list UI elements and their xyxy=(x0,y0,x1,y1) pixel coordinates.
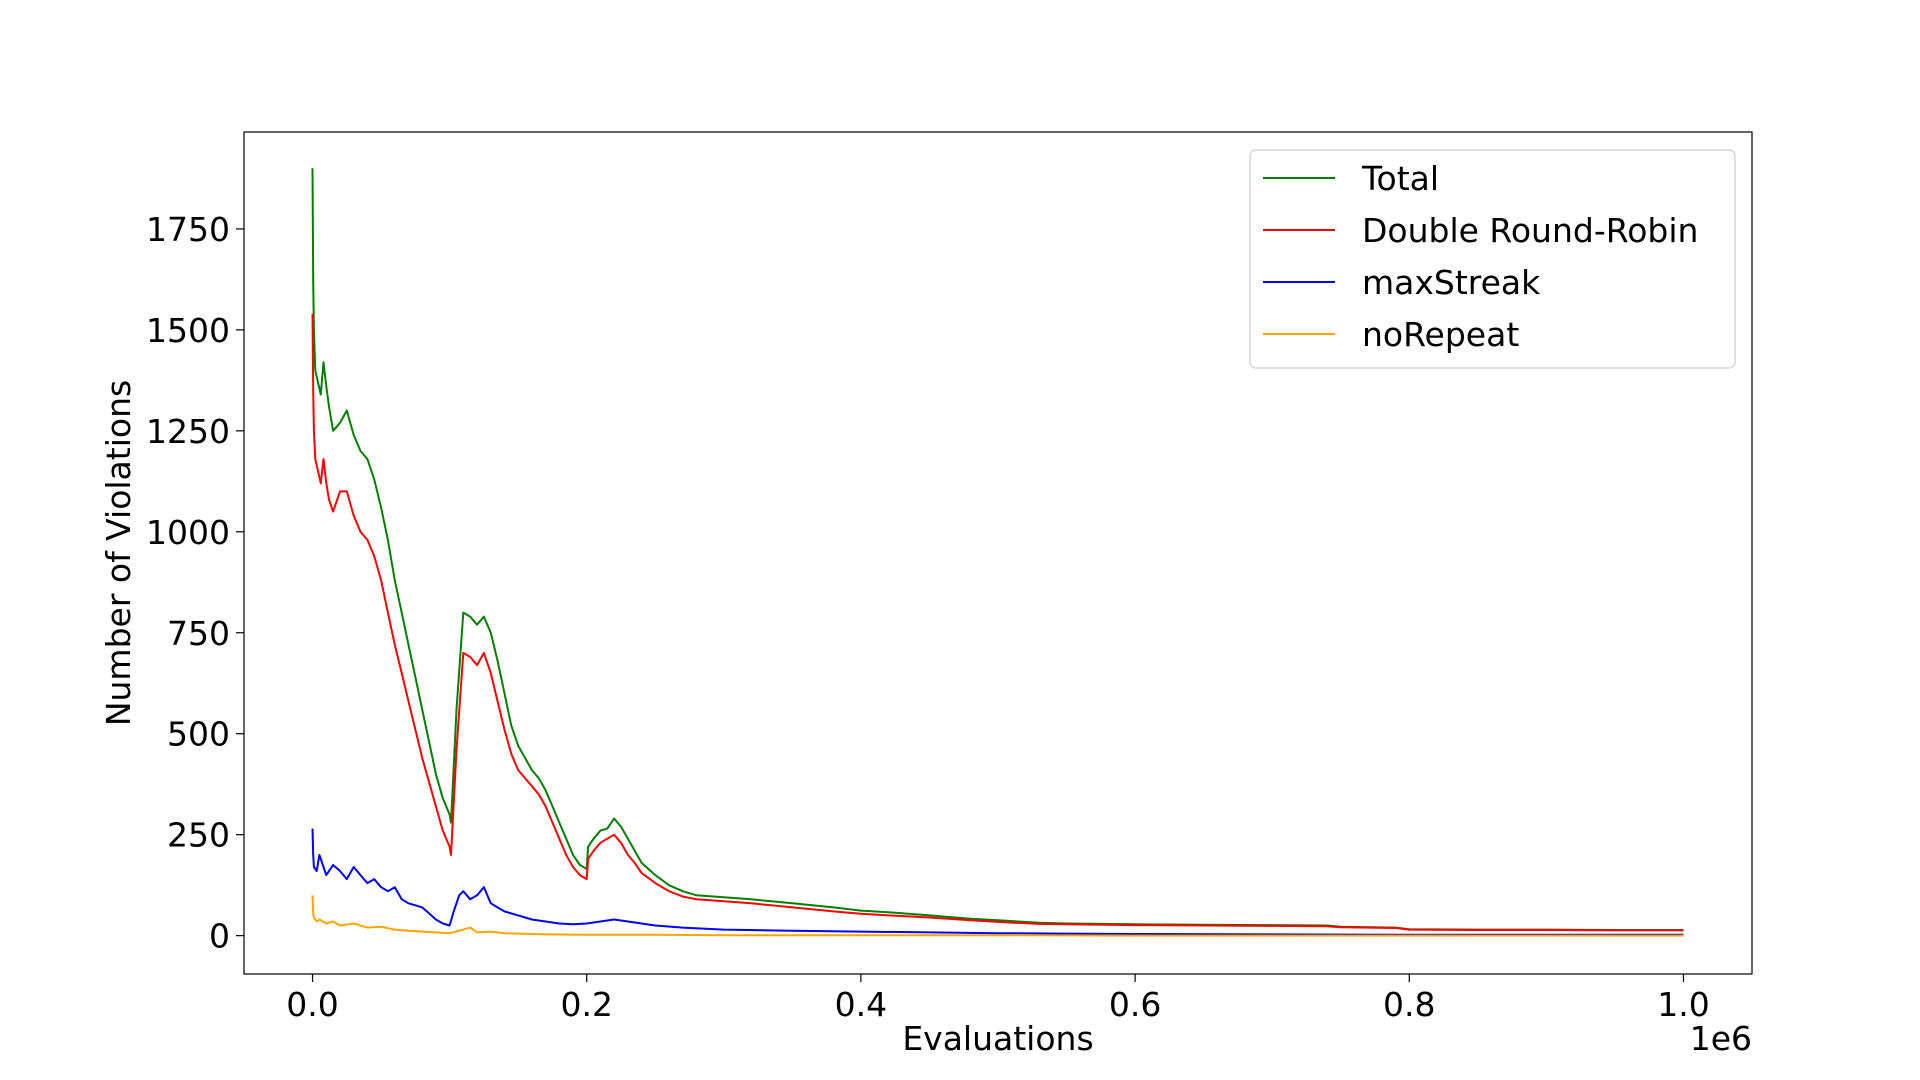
y-tick-label: 1000 xyxy=(146,513,230,552)
y-tick-label: 0 xyxy=(209,917,230,956)
y-tick-label: 250 xyxy=(167,816,230,855)
x-offset-label: 1e6 xyxy=(1690,1019,1752,1058)
x-axis-label: Evaluations xyxy=(902,1019,1093,1058)
y-tick-label: 1750 xyxy=(146,210,230,249)
x-tick-label: 1.0 xyxy=(1657,985,1709,1024)
x-axis: 0.0 0.2 0.4 0.6 0.8 1.0 xyxy=(286,974,1710,1024)
y-axis-label: Number of Violations xyxy=(99,380,138,726)
x-tick-label: 0.4 xyxy=(835,985,887,1024)
y-tick-label: 750 xyxy=(167,614,230,653)
y-tick-label: 1500 xyxy=(146,311,230,350)
x-tick-label: 0.8 xyxy=(1383,985,1435,1024)
legend-label: noRepeat xyxy=(1362,315,1519,354)
y-axis: 0 250 500 750 1000 1250 1500 1750 xyxy=(146,210,244,956)
x-tick-label: 0.0 xyxy=(286,985,338,1024)
x-tick-label: 0.2 xyxy=(560,985,612,1024)
x-tick-label: 0.6 xyxy=(1109,985,1161,1024)
series-layer xyxy=(311,168,1684,937)
legend-label: maxStreak xyxy=(1362,263,1541,302)
legend-box xyxy=(1249,149,1736,369)
legend-label: Double Round-Robin xyxy=(1362,211,1698,250)
series-line-0 xyxy=(311,168,1684,931)
series-line-2 xyxy=(311,828,1684,936)
legend-label: Total xyxy=(1361,159,1439,198)
series-line-1 xyxy=(311,313,1684,932)
y-tick-label: 1250 xyxy=(146,412,230,451)
series-line-3 xyxy=(311,895,1684,937)
legend: Total Double Round-Robin maxStreak noRepeat xyxy=(1249,149,1736,369)
plot-frame xyxy=(243,131,1753,975)
y-tick-label: 500 xyxy=(167,715,230,754)
